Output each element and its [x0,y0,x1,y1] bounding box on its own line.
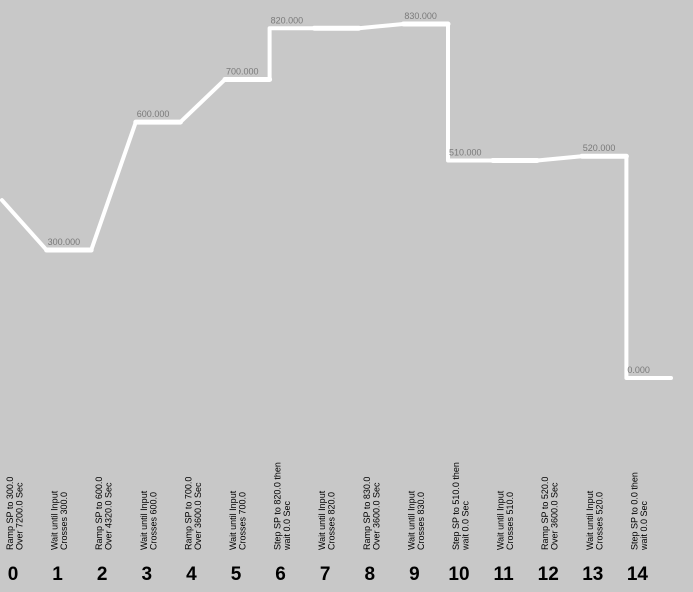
step-description: Wait until Input Crosses 520.0 [585,490,605,550]
profile-segment [178,77,227,125]
description-line: Over 4320.0 Sec [104,482,114,550]
step-description: Ramp SP to 600.0 Over 4320.0 Sec [94,477,114,550]
description-line: Over 3600.0 Sec [371,482,381,550]
description-line: Over 3600.0 Sec [193,482,203,550]
value-label: 300.000 [48,237,81,247]
description-line: Ramp SP to 600.0 [94,477,104,550]
step-number: 10 [448,564,469,585]
description-line: Step SP to 820.0 then [273,462,283,550]
profile-segment [535,154,584,163]
step-description: Wait until Input Crosses 820.0 [317,490,337,550]
step-number: 6 [275,564,286,585]
step-description: Ramp SP to 300.0 Over 7200.0 Sec [5,477,25,550]
step-number: 7 [320,564,331,585]
description-line: Over 3600.0 Sec [550,482,560,550]
description-line: Wait until Input [406,490,416,550]
description-line: Ramp SP to 300.0 [5,477,15,550]
step-number: 3 [142,564,153,585]
value-label: 600.000 [137,109,170,119]
step-number: 12 [538,564,559,585]
description-line: Wait until Input [50,490,60,550]
step-description: Wait until Input Crosses 300.0 [50,490,70,550]
value-label: 820.000 [271,15,304,25]
description-line: wait 0.0 Sec [282,500,292,551]
value-label: 520.000 [583,143,616,153]
step-number: 9 [409,564,420,585]
value-label: 510.000 [449,147,482,157]
description-line: Crosses 520.0 [594,492,604,550]
profile-segment [446,22,495,163]
profile-segment [356,22,406,31]
description-line: wait 0.0 Sec [461,500,471,551]
step-description: Step SP to 0.0 then wait 0.0 Sec [629,472,649,551]
step-number: 0 [8,564,19,585]
step-number: 14 [627,564,649,585]
description-line: Over 7200.0 Sec [15,482,25,550]
profile-segment [0,198,49,253]
step-description: Ramp SP to 700.0 Over 3600.0 Sec [183,477,203,550]
description-line: Step SP to 0.0 then [629,472,639,550]
description-line: Wait until Input [139,490,149,550]
step-number: 8 [365,564,376,585]
step-description: Wait until Input Crosses 830.0 [406,490,426,550]
description-line: Ramp SP to 520.0 [540,477,550,550]
step-description: Wait until Input Crosses 600.0 [139,490,159,550]
description-line: Ramp SP to 830.0 [362,477,372,550]
description-line: Step SP to 510.0 then [451,462,461,550]
description-line: Crosses 510.0 [505,492,515,550]
step-description: Wait until Input Crosses 700.0 [228,490,248,550]
step-number: 11 [494,564,515,585]
description-line: Wait until Input [228,490,238,550]
step-description: Wait until Input Crosses 510.0 [496,490,515,550]
description-line: Wait until Input [496,490,506,550]
description-line: Crosses 830.0 [416,492,426,550]
profile-segment [267,26,317,82]
step-description: Ramp SP to 830.0 Over 3600.0 Sec [362,477,382,550]
profile-segment [89,120,138,253]
value-label: 830.000 [404,11,437,21]
step-number: 5 [231,564,242,585]
step-number: 13 [582,564,603,585]
description-line: Ramp SP to 700.0 [183,477,193,550]
description-line: Crosses 300.0 [59,492,69,550]
value-label: 0.000 [627,365,650,375]
step-number: 4 [186,564,197,585]
step-description: Step SP to 820.0 then wait 0.0 Sec [273,462,293,551]
step-description: Step SP to 510.0 then wait 0.0 Sec [451,462,471,551]
description-line: Wait until Input [317,490,327,550]
description-line: Crosses 820.0 [327,492,337,550]
description-line: Crosses 700.0 [238,492,248,550]
description-line: wait 0.0 Sec [639,500,649,551]
step-number: 1 [52,564,63,585]
step-number: 2 [97,564,108,585]
description-line: Wait until Input [585,490,595,550]
step-description: Ramp SP to 520.0 Over 3600.0 Sec [540,477,560,550]
description-line: Crosses 600.0 [148,492,158,550]
profile-segment [624,154,673,380]
value-label: 700.000 [226,66,259,76]
